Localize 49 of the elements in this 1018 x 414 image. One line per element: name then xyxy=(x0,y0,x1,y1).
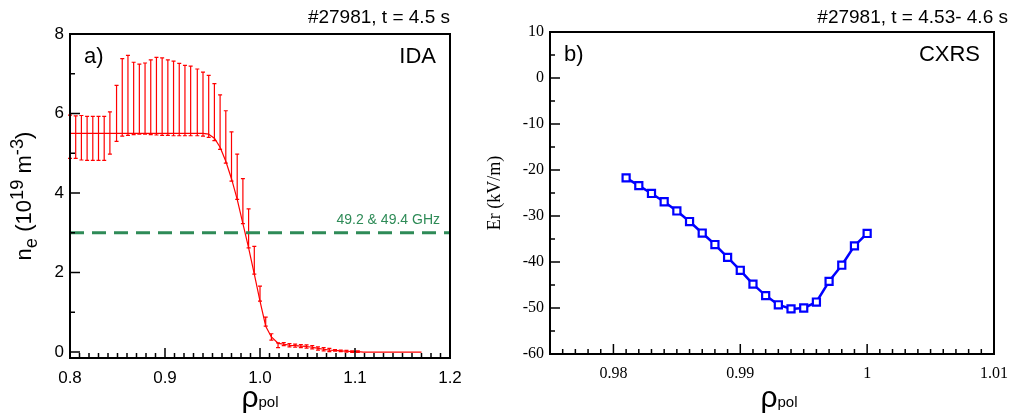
ref-line-label: 49.2 & 49.4 GHz xyxy=(336,210,440,227)
point xyxy=(634,181,644,191)
point xyxy=(621,173,631,183)
y-tick-label: -30 xyxy=(522,206,544,224)
x-tick-label: 1.01 xyxy=(980,363,1008,381)
x-tick-label: 1 xyxy=(863,363,872,381)
x-tick-label: 0.98 xyxy=(599,363,628,381)
annotation: CXRS xyxy=(918,41,980,67)
y-tick-label: -60 xyxy=(522,344,544,362)
y-tick-label: -10 xyxy=(522,114,544,132)
point xyxy=(849,241,860,251)
x-tick-label: 0.9 xyxy=(153,367,177,387)
point xyxy=(799,303,809,313)
y-axis-title: Er (kV/m) xyxy=(483,155,505,231)
chart-title: #27981, t = 4.53- 4.6 s xyxy=(817,6,1008,28)
chart-title: #27981, t = 4.5 s xyxy=(307,6,450,28)
point xyxy=(811,297,822,307)
y-tick-label: -40 xyxy=(522,252,544,270)
point xyxy=(862,228,872,239)
annotation: IDA xyxy=(399,43,437,69)
y-tick-label: 0 xyxy=(536,68,544,86)
y-tick-label: -20 xyxy=(522,160,544,178)
y-tick-label: 4 xyxy=(54,182,64,202)
annotation: a) xyxy=(84,43,104,69)
x-tick-label: 1.1 xyxy=(343,367,367,387)
point xyxy=(748,279,758,289)
point xyxy=(646,188,657,199)
point xyxy=(761,290,771,301)
y-tick-label: 10 xyxy=(528,22,544,40)
point xyxy=(722,252,733,263)
point xyxy=(672,206,682,216)
point xyxy=(837,260,847,270)
point xyxy=(710,239,720,250)
annotation: b) xyxy=(564,41,584,67)
y-tick-label: 2 xyxy=(54,262,64,282)
point xyxy=(773,300,783,310)
point xyxy=(684,216,695,227)
point xyxy=(659,197,669,207)
y-tick-label: 0 xyxy=(54,341,64,361)
x-tick-label: 1.2 xyxy=(438,367,462,387)
y-tick-label: 6 xyxy=(54,103,64,123)
point xyxy=(786,304,796,314)
y-tick-label: -50 xyxy=(522,298,544,316)
x-tick-label: 0.8 xyxy=(58,367,82,387)
point xyxy=(824,276,834,286)
point xyxy=(735,265,745,275)
y-tick-label: 8 xyxy=(54,23,64,43)
x-tick-label: 0.99 xyxy=(726,363,755,381)
point xyxy=(697,228,707,238)
